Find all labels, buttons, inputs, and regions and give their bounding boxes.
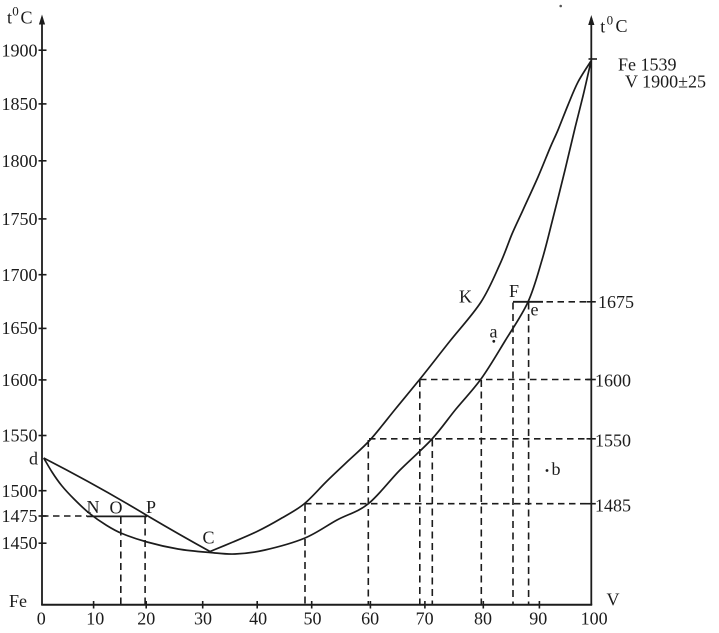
svg-text:0: 0 (37, 609, 46, 629)
svg-text:V: V (607, 590, 620, 610)
svg-text:t: t (600, 17, 605, 37)
svg-text:1800: 1800 (2, 151, 38, 171)
svg-text:t: t (7, 8, 12, 28)
svg-text:90: 90 (529, 609, 547, 629)
svg-text:d: d (29, 449, 38, 469)
svg-text:1650: 1650 (2, 318, 38, 338)
svg-text:C: C (203, 528, 215, 548)
svg-text:1600: 1600 (2, 370, 38, 390)
svg-text:30: 30 (194, 609, 212, 629)
svg-text:40: 40 (249, 609, 267, 629)
svg-text:1850: 1850 (2, 94, 38, 114)
svg-text:10: 10 (86, 609, 104, 629)
svg-text:1550: 1550 (595, 431, 631, 451)
svg-text:1750: 1750 (2, 209, 38, 229)
svg-text:V 1900±25: V 1900±25 (625, 72, 706, 92)
svg-text:1700: 1700 (2, 265, 38, 285)
svg-text:0: 0 (12, 4, 18, 19)
svg-text:P: P (146, 497, 156, 517)
svg-text:1900: 1900 (2, 41, 38, 61)
svg-text:Fe 1539: Fe 1539 (618, 55, 677, 75)
svg-text:O: O (110, 497, 123, 517)
svg-text:1600: 1600 (595, 371, 631, 391)
svg-text:70: 70 (416, 609, 434, 629)
svg-text:20: 20 (137, 609, 155, 629)
svg-text:1550: 1550 (2, 426, 38, 446)
svg-text:50: 50 (304, 609, 322, 629)
svg-text:Fe: Fe (9, 591, 27, 611)
svg-text:C: C (21, 8, 33, 28)
svg-text:N: N (87, 497, 100, 517)
svg-text:K: K (459, 286, 472, 306)
svg-text:e: e (531, 299, 539, 319)
svg-text:80: 80 (474, 609, 492, 629)
svg-text:a: a (490, 322, 498, 342)
svg-text:C: C (616, 16, 628, 36)
svg-text:1675: 1675 (598, 292, 634, 312)
svg-text:0: 0 (607, 12, 614, 27)
svg-text:b: b (552, 459, 561, 479)
svg-text:1475: 1475 (2, 506, 38, 526)
svg-text:1450: 1450 (2, 533, 38, 553)
svg-text:100: 100 (581, 609, 608, 629)
svg-text:1485: 1485 (595, 496, 631, 516)
svg-text:60: 60 (361, 609, 379, 629)
svg-text:F: F (509, 281, 519, 301)
svg-text:1500: 1500 (2, 481, 38, 501)
